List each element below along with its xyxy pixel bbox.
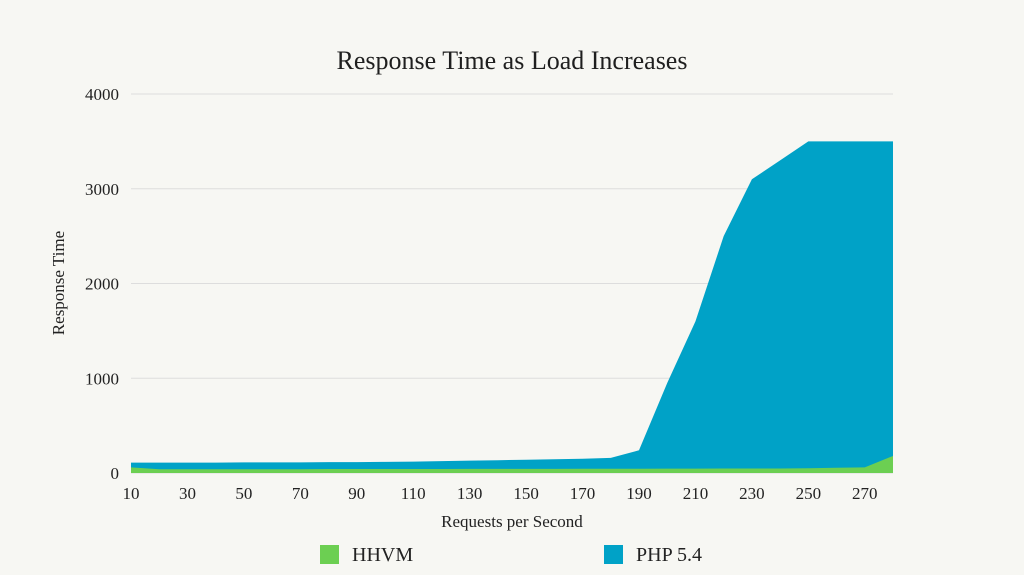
legend-swatch-php-5-4 <box>604 545 623 564</box>
x-tick-label: 110 <box>401 484 426 503</box>
x-tick-label: 90 <box>348 484 365 503</box>
x-tick-label: 230 <box>739 484 765 503</box>
y-tick-label: 2000 <box>85 275 119 294</box>
legend-swatch-hhvm <box>320 545 339 564</box>
x-tick-label: 250 <box>796 484 822 503</box>
x-axis-label: Requests per Second <box>441 512 583 531</box>
legend: HHVM PHP 5.4 <box>320 544 702 566</box>
legend-label-php-5-4: PHP 5.4 <box>636 544 702 566</box>
x-tick-label: 190 <box>626 484 652 503</box>
legend-label-hhvm: HHVM <box>352 544 413 566</box>
x-tick-label: 30 <box>179 484 196 503</box>
x-tick-label: 170 <box>570 484 596 503</box>
x-tick-label: 210 <box>683 484 709 503</box>
y-axis-ticks: 0 1000 2000 3000 4000 <box>85 85 119 483</box>
x-tick-label: 50 <box>235 484 252 503</box>
x-tick-label: 270 <box>852 484 878 503</box>
x-axis-ticks: 10 30 50 70 90 110 130 150 170 190 210 230 250 270 <box>123 484 878 503</box>
x-tick-label: 130 <box>457 484 483 503</box>
area-hhvm <box>131 455 893 473</box>
series-areas <box>131 141 893 473</box>
y-tick-label: 4000 <box>85 85 119 104</box>
y-axis-label: Response Time <box>49 231 68 335</box>
y-tick-label: 3000 <box>85 180 119 199</box>
x-tick-label: 70 <box>292 484 309 503</box>
x-tick-label: 10 <box>123 484 140 503</box>
area-php-5-4 <box>131 141 893 473</box>
y-tick-label: 1000 <box>85 369 119 388</box>
chart-title: Response Time as Load Increases <box>337 46 688 75</box>
y-tick-label: 0 <box>111 464 120 483</box>
x-tick-label: 150 <box>513 484 539 503</box>
